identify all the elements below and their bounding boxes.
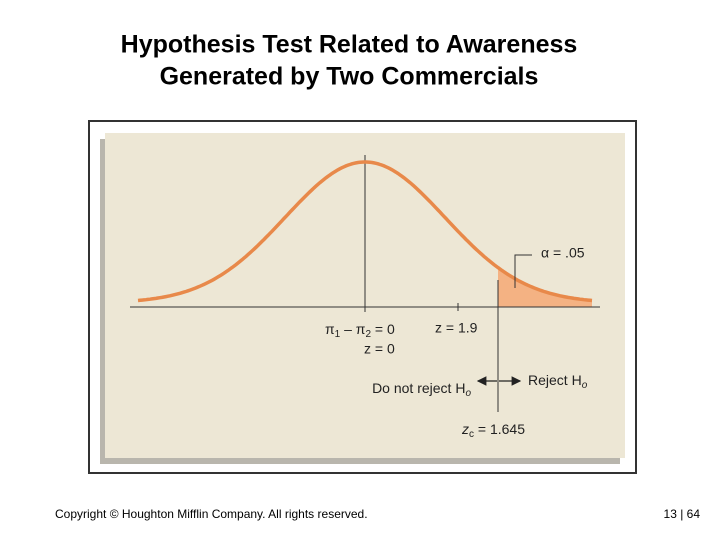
critical-label: zc = 1.645 — [461, 421, 525, 440]
alpha-label: α = .05 — [541, 245, 585, 261]
label-subscript: 2 — [365, 329, 371, 340]
null-label: π1 – π2 = 0 — [325, 321, 395, 340]
z-stat-label: z = 1.9 — [435, 320, 478, 336]
label-subscript: c — [469, 429, 474, 440]
label-subscript: o — [465, 388, 471, 399]
label-part: Reject H — [528, 372, 582, 388]
label-part: – π — [340, 321, 366, 337]
label-part: Do not reject H — [372, 380, 465, 396]
rejection-area — [498, 267, 592, 307]
label-part: π — [325, 321, 335, 337]
title-line: Generated by Two Commercials — [160, 63, 539, 91]
alpha-leader — [514, 254, 532, 288]
page-number: 13 | 64 — [664, 507, 701, 521]
label-part: z — [461, 421, 469, 437]
do-not-reject-label: Do not reject Ho — [372, 380, 471, 399]
reject-label: Reject Ho — [528, 372, 588, 391]
normal-curve — [137, 160, 593, 303]
z-zero-label: z = 0 — [364, 341, 395, 357]
title-line: Hypothesis Test Related to Awareness — [121, 31, 578, 59]
label-subscript: 1 — [335, 329, 341, 340]
label-part: = 1.645 — [474, 421, 525, 437]
copyright: Copyright © Houghton Mifflin Company. Al… — [55, 507, 368, 521]
label-subscript: o — [582, 380, 588, 391]
label-part: = 0 — [371, 321, 395, 337]
